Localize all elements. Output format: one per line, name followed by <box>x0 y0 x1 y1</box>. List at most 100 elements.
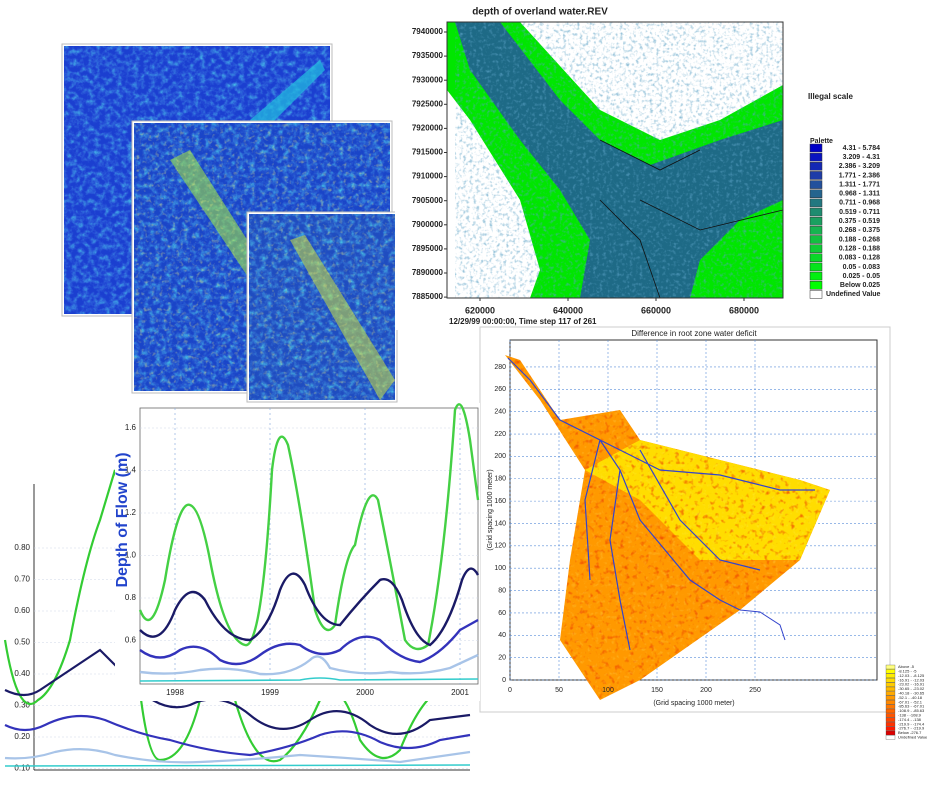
legend-swatch <box>886 678 895 682</box>
y-tick-label: 7940000 <box>412 27 444 36</box>
x-tick-label: 2001 <box>451 688 469 697</box>
legend-swatch <box>886 735 895 739</box>
x-tick-label: 620000 <box>465 305 495 315</box>
map-title: Difference in root zone water deficit <box>631 329 757 338</box>
legend-label: Undefined Value <box>826 291 881 298</box>
legend-swatch <box>886 727 895 731</box>
legend: 4.31 - 5.7843.209 - 4.312.386 - 3.2091.7… <box>810 144 881 298</box>
legend-swatch <box>886 713 895 717</box>
x-tick-label: 680000 <box>729 305 759 315</box>
x-tick-label: 0 <box>508 687 512 694</box>
y-axis-label: Depth of Flow (m) <box>114 452 131 587</box>
legend-label: 0.083 - 0.128 <box>839 255 880 262</box>
y-tick-label: 220 <box>494 431 506 438</box>
y-tick-label: 0 <box>502 677 506 684</box>
legend-label: 0.268 - 0.375 <box>839 227 880 234</box>
legend-label: Below 0.025 <box>840 282 880 289</box>
x-tick-label: 1998 <box>166 688 184 697</box>
legend-swatch <box>810 144 822 152</box>
root-zone-map: Difference in root zone water deficit 0 2… <box>480 327 928 739</box>
y-tick-label: 140 <box>494 520 506 527</box>
legend-label: 0.519 - 0.711 <box>839 209 880 216</box>
y-tick-label: 0.6 <box>125 636 137 645</box>
legend-title: Illegal scale <box>808 92 853 101</box>
collage: 0.800.700.600.500.400.300.200.10 <box>0 0 944 794</box>
legend-label: 0.188 - 0.268 <box>839 236 880 243</box>
legend-label: 0.375 - 0.519 <box>839 218 880 225</box>
legend-swatch <box>810 190 822 198</box>
x-tick-label: 150 <box>651 687 663 694</box>
legend-swatch <box>886 700 895 704</box>
raster-noise <box>249 214 395 400</box>
legend-swatch <box>810 272 822 280</box>
y-tick-label: 7885000 <box>412 292 444 301</box>
y-tick-label: 180 <box>494 476 506 483</box>
x-tick-label: 640000 <box>553 305 583 315</box>
legend-swatch <box>810 226 822 234</box>
y-tick-label: 7900000 <box>412 220 444 229</box>
legend-swatch <box>810 254 822 262</box>
legend-swatch <box>886 669 895 673</box>
y-tick-label: 260 <box>494 386 506 393</box>
legend-swatch <box>810 236 822 244</box>
legend-swatch <box>886 665 895 669</box>
y-tick-label: 7910000 <box>412 172 444 181</box>
legend-swatch <box>810 245 822 253</box>
legend-swatch <box>810 217 822 225</box>
y-tick-label: 0.80 <box>14 543 30 552</box>
legend-swatch <box>886 674 895 678</box>
legend-swatch <box>810 208 822 216</box>
legend-swatch <box>886 683 895 687</box>
y-tick-label: 7890000 <box>412 268 444 277</box>
y-tick-label: 0.8 <box>125 593 137 602</box>
x-tick-label: 660000 <box>641 305 671 315</box>
y-tick-label: 80 <box>498 587 506 594</box>
y-tick-label: 280 <box>494 364 506 371</box>
y-tick-label: 7925000 <box>412 99 444 108</box>
legend-label: 4.31 - 5.784 <box>843 145 880 152</box>
y-tick-label: 0.40 <box>14 669 30 678</box>
legend: Above -5-8.125 - -5-12.03 - -8.125-16.91… <box>886 664 928 739</box>
legend-label: 0.968 - 1.311 <box>839 191 880 198</box>
legend-swatch <box>886 687 895 691</box>
y-tick-label: 0.10 <box>14 764 30 773</box>
legend-label: 2.386 - 3.209 <box>839 163 880 170</box>
legend-swatch <box>810 290 822 298</box>
legend-label: 0.711 - 0.968 <box>839 200 880 207</box>
legend-label: 0.128 - 0.188 <box>839 245 880 252</box>
y-tick-label: 0.30 <box>14 701 30 710</box>
depth-map: depth of overland water.REV 794000079350… <box>395 0 890 330</box>
y-axis-label: (Grid spacing 1000 meter) <box>487 469 494 550</box>
x-tick-label: 50 <box>555 687 563 694</box>
y-tick-label: 20 <box>498 654 506 661</box>
legend-swatch <box>886 705 895 709</box>
legend-swatch <box>886 709 895 713</box>
y-tick-label: 7930000 <box>412 75 444 84</box>
legend-swatch <box>810 281 822 289</box>
y-tick-label: 100 <box>494 565 506 572</box>
y-tick-label: 0.60 <box>14 606 30 615</box>
legend-swatch <box>810 199 822 207</box>
x-tick-label: 1999 <box>261 688 279 697</box>
y-tick-label: 0.50 <box>14 638 30 647</box>
legend-swatch <box>810 263 822 271</box>
legend-swatch <box>886 731 895 735</box>
y-tick-label: 0.70 <box>14 575 30 584</box>
y-tick-label: 40 <box>498 632 506 639</box>
y-tick-label: 200 <box>494 453 506 460</box>
legend-swatch <box>886 696 895 700</box>
legend-label: 0.025 - 0.05 <box>843 273 880 280</box>
map-title: depth of overland water.REV <box>472 7 608 18</box>
page: { "depth_map": { "title": "depth of over… <box>0 0 944 794</box>
y-tick-label: 7920000 <box>412 124 444 133</box>
legend-label: 0.05 - 0.083 <box>843 264 880 271</box>
x-axis-label: (Grid spacing 1000 meter) <box>653 700 734 707</box>
legend-swatch <box>810 153 822 161</box>
legend-swatch <box>886 691 895 695</box>
y-tick-label: 60 <box>498 610 506 617</box>
legend-label: 3.209 - 4.31 <box>843 154 880 161</box>
legend-swatch <box>810 171 822 179</box>
y-tick-label: 120 <box>494 543 506 550</box>
y-tick-label: 7905000 <box>412 196 444 205</box>
